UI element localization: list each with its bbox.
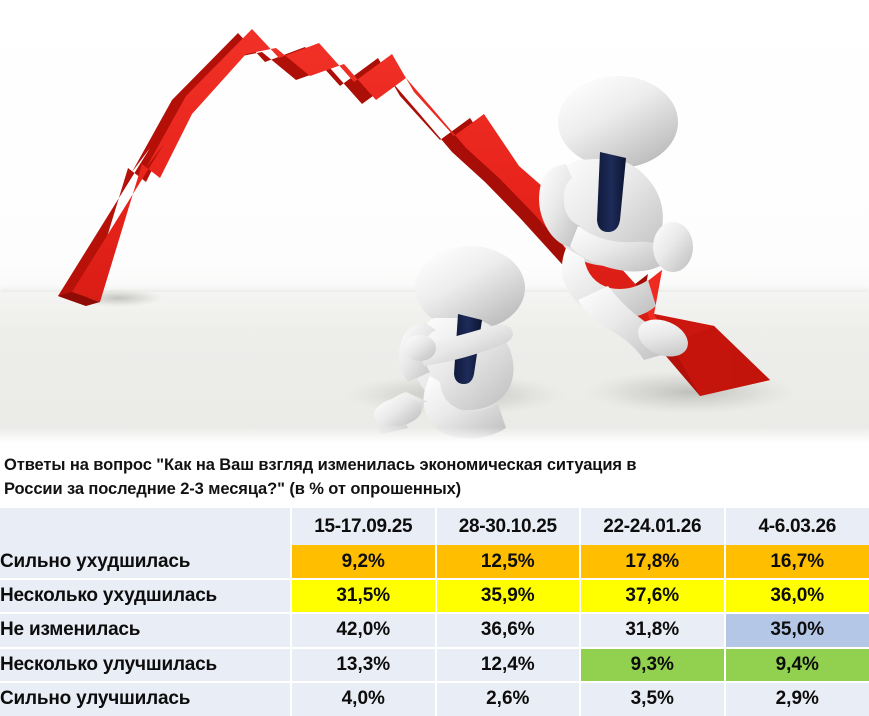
arrow-and-figures-graphic (58, 29, 795, 439)
caption-line-1: Ответы на вопрос "Как на Ваш взгляд изме… (4, 456, 637, 474)
cell-r0-c2: 17,8% (580, 545, 726, 581)
cell-r3-c1: 12,4% (435, 647, 581, 683)
illustration-downward-arrow (0, 0, 869, 443)
cell-r1-c2: 37,6% (580, 579, 726, 615)
table-row: Не изменилась 42,0% 36,6% 31,8% 35,0% (0, 613, 869, 649)
poll-question-caption: Ответы на вопрос "Как на Ваш взгляд изме… (0, 443, 869, 508)
table-corner-cell (0, 508, 292, 545)
row-label-somewhat-worsened: Несколько ухудшилась (0, 579, 292, 615)
table-body: Сильно ухудшилась 9,2% 12,5% 17,8% 16,7%… (0, 545, 869, 716)
figure1-tie (597, 152, 626, 232)
table-row: Сильно улучшилась 4,0% 2,6% 3,5% 2,9% (0, 681, 869, 716)
cell-r2-c1: 36,6% (435, 613, 581, 649)
caption-line-2: России за последние 2-3 месяца?" (в % от… (4, 479, 462, 498)
table-row: Сильно ухудшилась 9,2% 12,5% 17,8% 16,7% (0, 545, 869, 581)
figure1-foot (638, 319, 688, 357)
row-label-strongly-improved: Сильно улучшилась (0, 681, 292, 716)
row-label-unchanged: Не изменилась (0, 613, 292, 649)
cell-r0-c1: 12,5% (435, 545, 581, 581)
table-row: Несколько ухудшилась 31,5% 35,9% 37,6% 3… (0, 579, 869, 615)
figure2-outstretched-arm (416, 324, 513, 366)
cell-r2-c0: 42,0% (291, 613, 437, 649)
figure2-head (415, 246, 525, 330)
cell-r1-c1: 35,9% (435, 579, 581, 615)
poll-results-table-wrapper: 15-17.09.25 28-30.10.25 22-24.01.26 4-6.… (0, 508, 869, 716)
figure2-hand (404, 335, 436, 361)
cell-r1-c3: 36,0% (724, 579, 869, 615)
cell-r3-c0: 13,3% (291, 647, 437, 683)
figure1-left-arm (539, 164, 580, 248)
column-header-period-3: 22-24.01.26 (580, 508, 726, 545)
column-header-period-2: 28-30.10.25 (435, 508, 581, 545)
figure-sitting-on-ground (374, 246, 525, 439)
column-header-period-4: 4-6.03.26 (724, 508, 869, 545)
table-header: 15-17.09.25 28-30.10.25 22-24.01.26 4-6.… (0, 508, 869, 545)
figure1-hand (653, 222, 693, 272)
cell-r4-c0: 4,0% (291, 681, 437, 716)
cell-r4-c2: 3,5% (580, 681, 726, 716)
arrow-foot (58, 292, 100, 306)
cell-r4-c1: 2,6% (435, 681, 581, 716)
cell-r3-c3: 9,4% (724, 647, 869, 683)
cell-r3-c2: 9,3% (580, 647, 726, 683)
figure2-foot (374, 397, 422, 427)
poll-results-table: 15-17.09.25 28-30.10.25 22-24.01.26 4-6.… (0, 508, 869, 716)
figure1-head (558, 76, 678, 168)
cell-r0-c0: 9,2% (291, 545, 437, 581)
cell-r0-c3: 16,7% (724, 545, 869, 581)
cell-r2-c3: 35,0% (724, 613, 869, 649)
photo-bottom-fade (0, 427, 869, 443)
figure2-thigh (423, 376, 506, 439)
row-label-strongly-worsened: Сильно ухудшилась (0, 545, 292, 581)
table-header-row: 15-17.09.25 28-30.10.25 22-24.01.26 4-6.… (0, 508, 869, 545)
figure1-forearm (570, 226, 668, 272)
cell-r4-c3: 2,9% (724, 681, 869, 716)
row-label-somewhat-improved: Несколько улучшилась (0, 647, 292, 683)
cell-r2-c2: 31,8% (580, 613, 726, 649)
table-row: Несколько улучшилась 13,3% 12,4% 9,3% 9,… (0, 647, 869, 683)
column-header-period-1: 15-17.09.25 (291, 508, 437, 545)
figure-sitting-on-arrow (539, 76, 693, 360)
cell-r1-c0: 31,5% (291, 579, 437, 615)
